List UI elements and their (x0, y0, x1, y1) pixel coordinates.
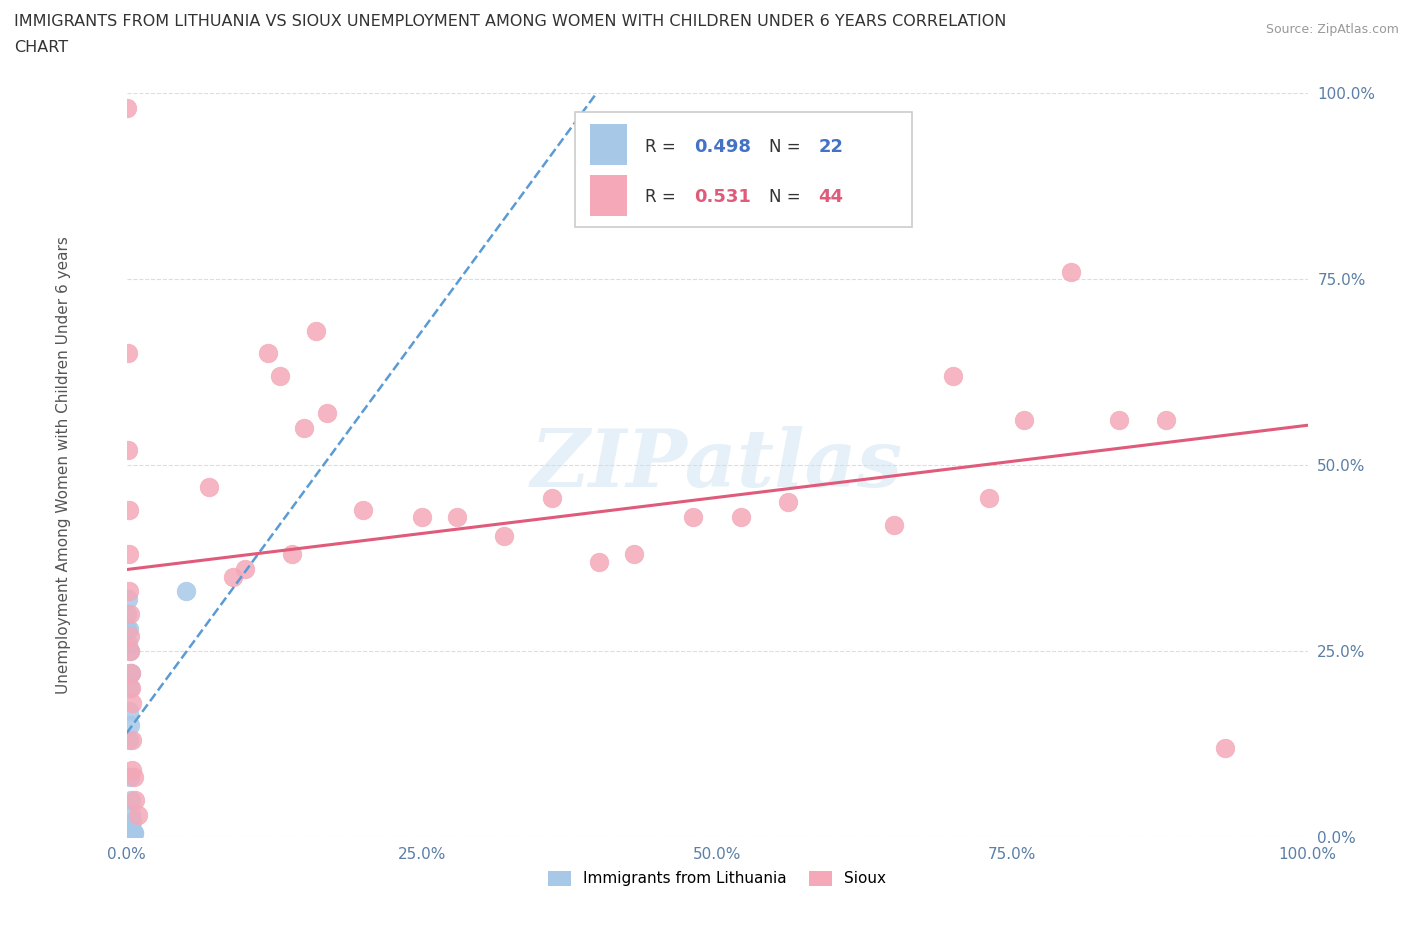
Point (198, 480, 221, 495)
Point (540, 491, 562, 506)
Point (1012, 413, 1035, 428)
Point (1060, 264, 1083, 279)
Point (115, 100, 138, 115)
Point (494, 528, 516, 543)
Text: Unemployment Among Women with Children Under 6 years: Unemployment Among Women with Children U… (56, 236, 70, 694)
Point (118, 547, 141, 562)
Point (118, 502, 141, 517)
Point (411, 510, 433, 525)
Point (118, 666, 141, 681)
Point (233, 562, 256, 577)
Point (121, 826, 143, 841)
Point (121, 826, 143, 841)
Text: ZIPatlas: ZIPatlas (531, 426, 903, 504)
Point (120, 644, 142, 658)
Point (122, 826, 145, 841)
Text: Source: ZipAtlas.com: Source: ZipAtlas.com (1265, 23, 1399, 36)
Point (117, 346, 139, 361)
Point (174, 584, 197, 599)
Point (122, 826, 145, 841)
Point (883, 517, 905, 532)
Point (117, 443, 139, 458)
Point (121, 696, 143, 711)
Point (682, 510, 704, 525)
Point (118, 733, 141, 748)
Point (1108, 413, 1130, 428)
Point (120, 666, 142, 681)
Text: 0.498: 0.498 (695, 138, 752, 155)
Point (222, 569, 245, 584)
Text: IMMIGRANTS FROM LITHUANIA VS SIOUX UNEMPLOYMENT AMONG WOMEN WITH CHILDREN UNDER : IMMIGRANTS FROM LITHUANIA VS SIOUX UNEMP… (14, 14, 1007, 29)
Point (117, 591, 139, 606)
Point (117, 636, 139, 651)
Point (121, 733, 143, 748)
Text: CHART: CHART (14, 40, 67, 55)
Point (316, 405, 339, 420)
Point (446, 510, 468, 525)
Point (122, 770, 145, 785)
Point (120, 606, 142, 621)
Point (124, 792, 146, 807)
Text: R =: R = (645, 188, 681, 206)
FancyBboxPatch shape (575, 112, 912, 227)
Text: 22: 22 (818, 138, 844, 155)
Text: 44: 44 (818, 188, 844, 206)
Text: N =: N = (769, 188, 806, 206)
Point (118, 621, 141, 636)
Point (121, 763, 143, 777)
Point (304, 324, 326, 339)
FancyBboxPatch shape (589, 125, 627, 166)
Point (623, 547, 645, 562)
Point (588, 554, 610, 569)
Point (281, 547, 304, 562)
Point (120, 681, 142, 696)
Point (120, 718, 142, 733)
Point (292, 420, 315, 435)
Text: R =: R = (645, 138, 681, 155)
Point (115, 606, 138, 621)
Point (120, 681, 142, 696)
Point (977, 491, 1000, 506)
Point (269, 368, 291, 383)
Point (352, 502, 374, 517)
Point (127, 807, 149, 822)
FancyBboxPatch shape (589, 175, 627, 216)
Point (120, 629, 142, 644)
Point (121, 815, 143, 830)
Point (118, 703, 141, 718)
Point (1213, 740, 1236, 755)
Point (121, 822, 143, 837)
Text: 0.531: 0.531 (695, 188, 751, 206)
Point (942, 368, 965, 383)
Point (1154, 413, 1177, 428)
Legend: Immigrants from Lithuania, Sioux: Immigrants from Lithuania, Sioux (541, 864, 893, 893)
Point (120, 644, 142, 658)
Point (115, 621, 138, 636)
Point (120, 666, 142, 681)
Point (120, 792, 142, 807)
Point (257, 346, 280, 361)
Point (120, 807, 142, 822)
Point (118, 584, 141, 599)
Point (776, 495, 799, 510)
Text: N =: N = (769, 138, 806, 155)
Point (730, 510, 752, 525)
Point (120, 770, 142, 785)
